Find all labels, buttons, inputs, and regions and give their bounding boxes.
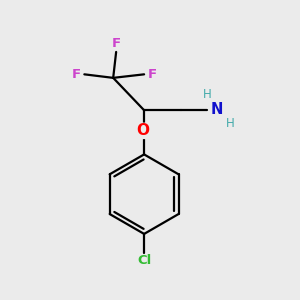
Text: N: N — [211, 102, 223, 117]
Text: Cl: Cl — [137, 254, 151, 267]
Text: H: H — [203, 88, 212, 101]
Text: O: O — [136, 123, 149, 138]
Text: F: F — [148, 68, 157, 81]
Text: F: F — [72, 68, 81, 81]
Text: F: F — [112, 37, 121, 50]
Text: H: H — [226, 117, 235, 130]
